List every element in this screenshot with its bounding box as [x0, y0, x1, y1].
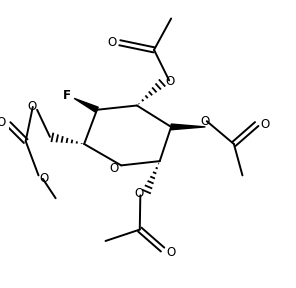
- Polygon shape: [74, 98, 98, 112]
- Text: O: O: [166, 246, 175, 259]
- Text: O: O: [27, 100, 37, 113]
- Text: O: O: [260, 118, 269, 130]
- Text: O: O: [110, 162, 119, 175]
- Text: O: O: [107, 36, 116, 49]
- Polygon shape: [171, 124, 205, 130]
- Text: F: F: [63, 89, 71, 102]
- Text: O: O: [135, 187, 144, 200]
- Text: O: O: [0, 116, 6, 129]
- Text: O: O: [201, 115, 210, 128]
- Text: O: O: [166, 75, 175, 88]
- Text: O: O: [39, 172, 48, 185]
